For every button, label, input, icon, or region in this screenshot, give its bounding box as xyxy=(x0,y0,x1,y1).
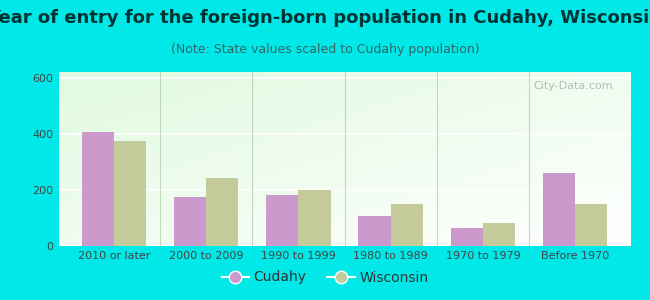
Bar xyxy=(206,178,239,246)
Legend: Cudahy, Wisconsin: Cudahy, Wisconsin xyxy=(216,265,434,290)
Bar xyxy=(483,223,515,246)
Text: City-Data.com: City-Data.com xyxy=(534,81,614,91)
Bar xyxy=(543,173,575,246)
Bar xyxy=(450,228,483,246)
Bar xyxy=(391,205,423,246)
Bar xyxy=(358,216,391,246)
Bar xyxy=(114,141,146,246)
Bar xyxy=(266,196,298,246)
Text: Year of entry for the foreign-born population in Cudahy, Wisconsin: Year of entry for the foreign-born popul… xyxy=(0,9,650,27)
Text: (Note: State values scaled to Cudahy population): (Note: State values scaled to Cudahy pop… xyxy=(171,44,479,56)
Bar xyxy=(575,205,608,246)
Bar xyxy=(298,190,331,246)
Bar xyxy=(81,132,114,246)
Bar xyxy=(174,197,206,246)
